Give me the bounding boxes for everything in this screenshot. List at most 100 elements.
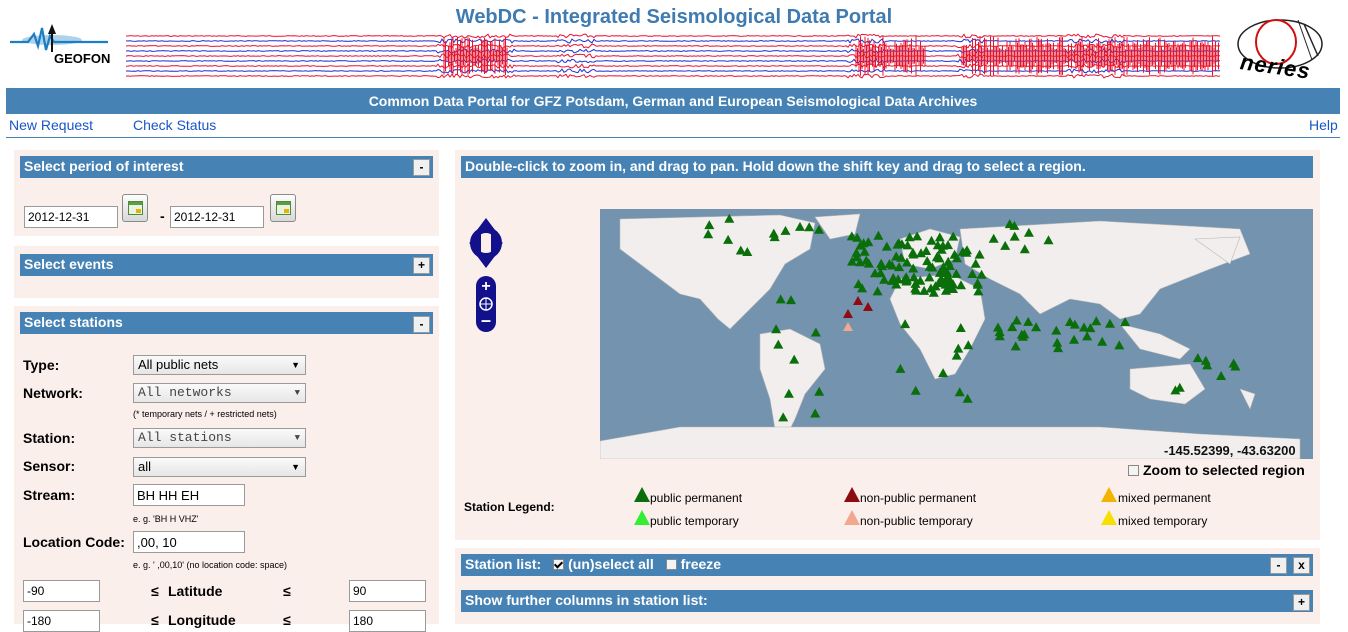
station-marker[interactable] (704, 220, 715, 230)
station-marker[interactable] (1082, 331, 1093, 341)
station-marker[interactable] (954, 387, 965, 397)
station-marker[interactable] (893, 274, 904, 284)
station-marker[interactable] (1230, 361, 1241, 371)
station-marker[interactable] (879, 274, 890, 284)
longitude-min-input[interactable] (23, 610, 100, 632)
station-marker[interactable] (1019, 244, 1030, 254)
station-marker[interactable] (843, 309, 853, 318)
station-marker[interactable] (804, 222, 815, 232)
start-date-calendar-button[interactable] (122, 194, 148, 222)
station-marker[interactable] (919, 285, 930, 295)
station-marker[interactable] (1004, 219, 1015, 229)
period-collapse-button[interactable]: - (413, 159, 430, 176)
station-marker[interactable] (904, 232, 915, 242)
station-marker[interactable] (863, 302, 873, 311)
station-marker[interactable] (891, 279, 902, 289)
station-marker[interactable] (786, 295, 796, 305)
station-marker[interactable] (881, 241, 892, 251)
world-map[interactable] (599, 209, 1313, 460)
station-marker[interactable] (955, 323, 966, 332)
station-marker[interactable] (900, 319, 911, 329)
zoom-in-button[interactable] (476, 276, 496, 296)
station-marker[interactable] (972, 278, 983, 288)
station-marker[interactable] (887, 260, 898, 270)
station-marker[interactable] (942, 267, 953, 277)
station-marker[interactable] (1069, 319, 1080, 329)
station-list-close-button[interactable]: x (1293, 557, 1310, 574)
station-marker[interactable] (1097, 336, 1108, 346)
station-marker[interactable] (810, 408, 821, 418)
pan-control[interactable] (469, 216, 505, 270)
station-marker[interactable] (944, 261, 955, 270)
station-marker[interactable] (1200, 355, 1211, 365)
station-marker[interactable] (795, 221, 805, 231)
station-marker[interactable] (896, 252, 907, 262)
station-marker[interactable] (870, 268, 880, 278)
zoom-selected-checkbox[interactable] (1128, 465, 1139, 476)
freeze-option[interactable]: freeze (665, 556, 721, 572)
station-marker[interactable] (846, 231, 857, 241)
station-marker[interactable] (912, 231, 923, 241)
network-select[interactable]: All networks ▼ (133, 383, 306, 403)
station-marker[interactable] (855, 257, 866, 267)
station-marker[interactable] (1202, 360, 1213, 370)
station-marker[interactable] (902, 274, 912, 284)
station-marker[interactable] (894, 262, 905, 272)
station-marker[interactable] (1011, 315, 1022, 325)
station-marker[interactable] (994, 331, 1005, 341)
station-marker[interactable] (1114, 340, 1125, 350)
station-marker[interactable] (895, 363, 906, 373)
sensor-select[interactable]: all ▼ (133, 457, 306, 477)
station-marker[interactable] (703, 229, 714, 239)
station-marker[interactable] (916, 248, 926, 258)
station-marker[interactable] (783, 388, 794, 398)
station-marker[interactable] (873, 230, 884, 240)
station-marker[interactable] (928, 287, 939, 297)
station-marker[interactable] (926, 235, 937, 245)
end-date-calendar-button[interactable] (270, 194, 296, 222)
station-marker[interactable] (948, 284, 958, 293)
station-marker[interactable] (1053, 343, 1064, 353)
station-marker[interactable] (910, 385, 921, 395)
station-marker[interactable] (847, 256, 857, 266)
station-marker[interactable] (951, 268, 962, 278)
station-marker[interactable] (1009, 231, 1020, 241)
station-marker[interactable] (1043, 235, 1054, 245)
latitude-max-input[interactable] (349, 580, 426, 602)
station-marker[interactable] (896, 239, 907, 249)
station-marker[interactable] (1091, 316, 1102, 326)
location-code-input[interactable] (133, 531, 245, 553)
station-marker[interactable] (993, 322, 1003, 332)
station-marker[interactable] (723, 234, 734, 244)
station-marker[interactable] (970, 258, 981, 268)
station-marker[interactable] (863, 258, 874, 268)
station-marker[interactable] (1105, 318, 1115, 328)
station-marker[interactable] (778, 412, 789, 422)
station-marker[interactable] (988, 233, 999, 243)
station-marker[interactable] (967, 269, 978, 278)
stations-collapse-button[interactable]: - (413, 316, 430, 333)
start-date-input[interactable] (24, 206, 118, 228)
station-marker[interactable] (1016, 329, 1027, 339)
station-marker[interactable] (944, 274, 954, 284)
station-marker[interactable] (910, 283, 921, 293)
station-marker[interactable] (902, 257, 912, 267)
zoom-selected-option[interactable]: Zoom to selected region (1128, 462, 1305, 478)
station-marker[interactable] (775, 294, 786, 304)
station-marker[interactable] (814, 386, 825, 396)
zoom-world-button[interactable] (476, 296, 496, 316)
station-list-collapse-button[interactable]: - (1270, 557, 1287, 574)
station-marker[interactable] (934, 232, 945, 242)
station-marker[interactable] (872, 286, 883, 296)
unselect-all-option[interactable]: (un)select all (553, 556, 654, 572)
station-marker[interactable] (1031, 322, 1042, 332)
station-marker[interactable] (851, 252, 862, 262)
station-marker[interactable] (1023, 227, 1034, 237)
station-marker[interactable] (948, 279, 959, 289)
station-marker[interactable] (924, 272, 935, 282)
station-marker[interactable] (973, 286, 984, 296)
station-marker[interactable] (921, 246, 932, 255)
station-marker[interactable] (951, 350, 962, 360)
station-marker[interactable] (1216, 371, 1227, 380)
end-date-input[interactable] (170, 206, 264, 228)
